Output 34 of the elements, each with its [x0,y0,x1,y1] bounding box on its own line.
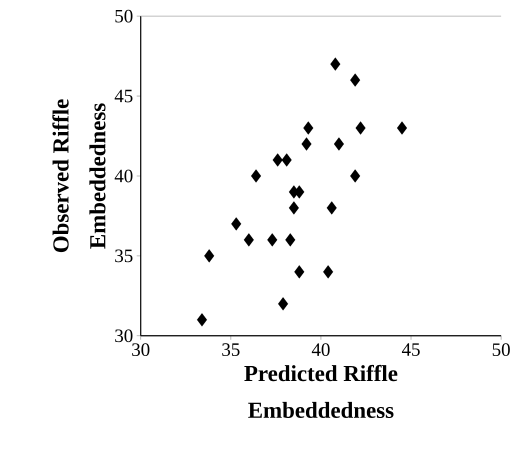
x-tick-label: 45 [402,343,420,356]
point [278,297,288,310]
x-tick-label: 30 [132,343,150,356]
point [350,73,360,87]
point [288,201,299,214]
x-tick-label: 50 [492,343,510,356]
point [350,169,360,183]
y-tick-label: 35 [115,249,132,262]
point [356,121,366,135]
y-tick-label: 45 [114,90,132,102]
point [196,313,208,326]
point [272,153,283,167]
point [250,169,262,183]
y-axis-title: Observed Riffle Embeddedness [52,99,106,252]
point [244,233,254,246]
point [285,233,296,246]
x-tick-label: 40 [312,343,330,356]
point [396,121,408,135]
point [330,57,340,71]
point [334,137,344,151]
point [326,201,337,214]
y-tick-label: 40 [114,170,132,182]
point [323,265,334,278]
x-axis-title: Predicted Riffle Embeddedness [244,364,398,418]
point [231,217,242,230]
y-tick-label: 30 [115,329,132,342]
point [204,249,214,262]
y-tick-label: 50 [115,10,132,22]
point [294,265,304,278]
point [282,153,292,167]
point [267,233,278,246]
x-tick-label: 35 [222,343,240,356]
point [303,121,314,135]
point [301,137,312,151]
